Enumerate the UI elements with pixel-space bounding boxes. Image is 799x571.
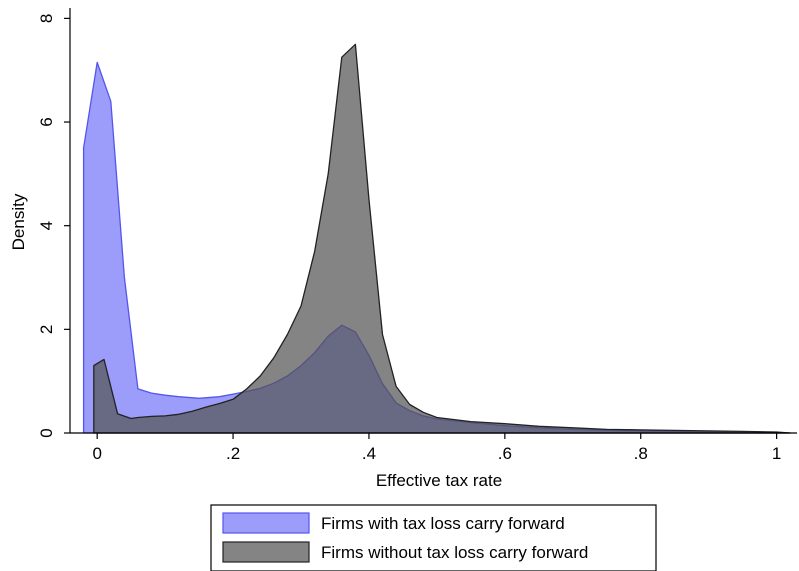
x-tick-label: 0	[92, 444, 101, 463]
y-tick-label: 6	[37, 117, 56, 126]
y-axis-label: Density	[9, 193, 28, 250]
density-area-series-2	[93, 43, 791, 434]
x-axis-label: Effective tax rate	[376, 471, 502, 490]
density-area-series-1	[82, 61, 791, 434]
x-tick-label: .2	[226, 444, 240, 463]
x-axis: 0 .2 .4 .6 .8 1	[70, 432, 797, 463]
x-tick-label: 1	[772, 444, 781, 463]
y-tick-label: 8	[37, 14, 56, 23]
legend: Firms with tax loss carry forward Firms w…	[210, 504, 657, 571]
y-tick-label: 0	[37, 428, 56, 437]
plot-area	[82, 43, 791, 434]
legend-swatch-series-1	[222, 512, 310, 534]
x-tick-label: .4	[362, 444, 376, 463]
y-axis: 0 2 4 6 8	[37, 8, 71, 438]
legend-label-series-2: Firms without tax loss carry forward	[321, 543, 588, 562]
y-tick-label: 4	[37, 221, 56, 230]
y-tick-label: 2	[37, 325, 56, 334]
x-tick-label: .6	[498, 444, 512, 463]
x-tick-label: .8	[634, 444, 648, 463]
legend-label-series-1: Firms with tax loss carry forward	[321, 514, 565, 533]
legend-swatch-series-2	[222, 541, 310, 563]
